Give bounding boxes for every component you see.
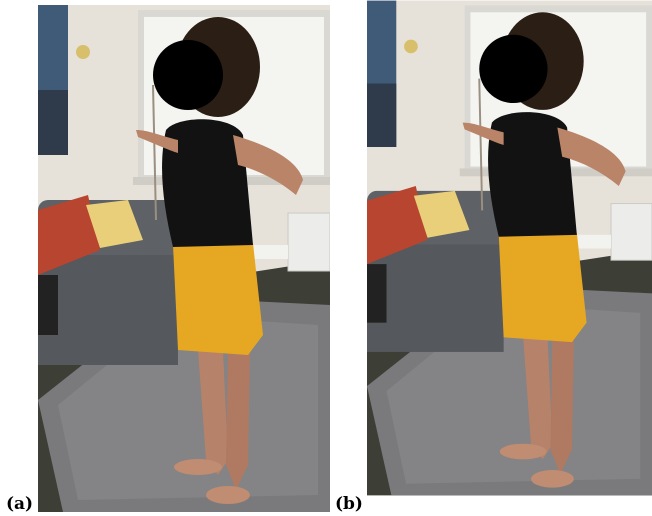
panel-label: (b) [335,494,363,514]
panel-label: (a) [6,494,34,514]
photo-a [38,5,330,512]
photo-b [367,0,652,512]
